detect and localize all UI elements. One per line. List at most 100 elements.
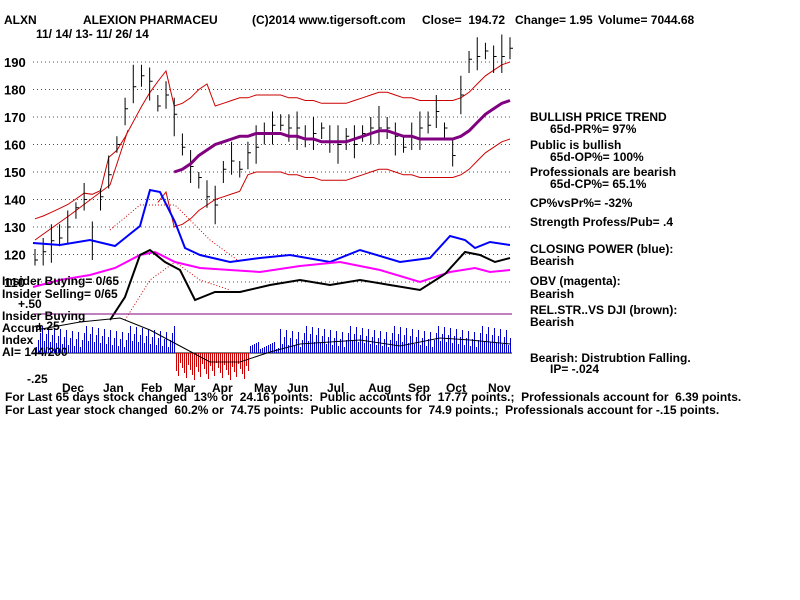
accum-bar: [48, 327, 49, 353]
accum-bar: [236, 353, 237, 377]
accum-bar: [468, 331, 469, 353]
public-bullish: Public is bullish: [530, 138, 622, 152]
accum-label: Accum: [2, 321, 43, 335]
x-tick-label: Feb: [141, 381, 162, 395]
accum-bar: [136, 327, 137, 353]
accum-bar: [434, 340, 435, 353]
accum-bar: [386, 332, 387, 353]
accum-bar: [178, 353, 179, 376]
accum-bar: [462, 330, 463, 353]
accum-bar: [76, 339, 77, 353]
accum-bar: [486, 334, 487, 353]
accum-bar: [270, 344, 271, 353]
accum-bar: [174, 326, 175, 353]
x-tick-label: Nov: [488, 381, 511, 395]
accum-bar: [68, 345, 69, 353]
accum-bar: [506, 330, 507, 353]
accum-bar: [78, 332, 79, 353]
accum-bar: [142, 328, 143, 353]
accum-bar: [420, 345, 421, 353]
accum-bar: [376, 345, 377, 353]
accum-bar: [384, 339, 385, 353]
y-tick-label: 160: [4, 138, 26, 153]
accum-bar: [436, 333, 437, 353]
accum-bar: [326, 344, 327, 353]
accum-bar: [292, 331, 293, 353]
accum-bar: [52, 335, 53, 353]
accum-bar: [208, 353, 209, 379]
accum-bar: [502, 344, 503, 353]
pros-bearish: Professionals are bearish: [530, 165, 677, 179]
accum-bar: [370, 344, 371, 353]
accum-bar: [116, 331, 117, 353]
upper-band: [34, 61, 511, 220]
accum-bar: [100, 343, 101, 353]
accum-bar: [214, 353, 215, 376]
accum-bar: [88, 341, 89, 353]
x-tick-labels: Dec Jan Feb Mar Apr May Jun Jul Aug Sep Oct Nov: [62, 381, 511, 395]
accum-bar: [134, 334, 135, 353]
accum-bar: [342, 332, 343, 353]
x-tick-label: Dec: [62, 381, 84, 395]
accum-bar: [164, 339, 165, 353]
footer-line-65-days: For Last 65 days stock changed 13% or 24…: [5, 390, 742, 404]
accum-bar: [494, 328, 495, 353]
accum-bar: [38, 340, 39, 353]
accum-bar: [430, 332, 431, 353]
accum-bar: [274, 342, 275, 353]
accum-bar: [328, 337, 329, 353]
cp-value: 65d-CP%= 65.1%: [550, 177, 647, 191]
accum-bar: [72, 331, 73, 353]
y-tick-label: 140: [4, 193, 26, 208]
accum-bar: [160, 331, 161, 353]
accum-bar: [194, 353, 195, 380]
insider-buying: Insider Buying= 0/65: [2, 274, 120, 288]
accum-bar: [382, 346, 383, 353]
indicator-lines: [32, 188, 511, 321]
accum-bar: [262, 348, 263, 353]
accum-bar: [428, 339, 429, 353]
accum-bar: [418, 330, 419, 353]
accum-bar: [158, 338, 159, 353]
accum-bar: [96, 335, 97, 353]
bullish-trend: BULLISH PRICE TREND: [530, 110, 667, 124]
obv-state: Bearish: [530, 287, 575, 301]
closing-power-state: Bearish: [530, 254, 575, 268]
insider-buying-label: Insider Buying: [2, 309, 86, 323]
accum-bar: [366, 336, 367, 353]
accum-bar: [294, 346, 295, 353]
accum-bar: [286, 330, 287, 353]
copyright: (C)2014 www.tigersoft.com: [252, 13, 406, 27]
accum-bar: [324, 329, 325, 353]
accum-bar: [272, 343, 273, 353]
accum-bar: [344, 347, 345, 353]
lower-band: [157, 138, 511, 228]
accum-bar: [154, 330, 155, 353]
accum-bar: [124, 347, 125, 353]
accum-bar: [40, 333, 41, 353]
accum-bar: [416, 337, 417, 353]
accum-bar: [170, 340, 171, 353]
y-tick-label: 130: [4, 220, 26, 235]
accum-bar: [472, 339, 473, 353]
accum-bar: [490, 342, 491, 353]
accum-bar: [438, 326, 439, 353]
accum-bar: [150, 344, 151, 353]
accum-bar: [322, 336, 323, 353]
op-value: 65d-OP%= 100%: [550, 150, 644, 164]
accum-bar: [232, 353, 233, 367]
accum-bar: [460, 337, 461, 353]
accum-bar: [290, 338, 291, 353]
accum-bar: [242, 353, 243, 374]
obv-line: [32, 250, 511, 288]
accum-bar: [70, 338, 71, 353]
pr-value: 65d-PR%= 97%: [550, 122, 637, 136]
accum-bar: [80, 347, 81, 353]
accum-bar: [414, 344, 415, 353]
accum-bar: [350, 326, 351, 353]
accum-bar: [316, 335, 317, 353]
volume-value: Volume= 7044.68: [598, 13, 695, 27]
accum-bar: [126, 340, 127, 353]
accum-bar: [260, 349, 261, 353]
accum-bar: [112, 345, 113, 353]
